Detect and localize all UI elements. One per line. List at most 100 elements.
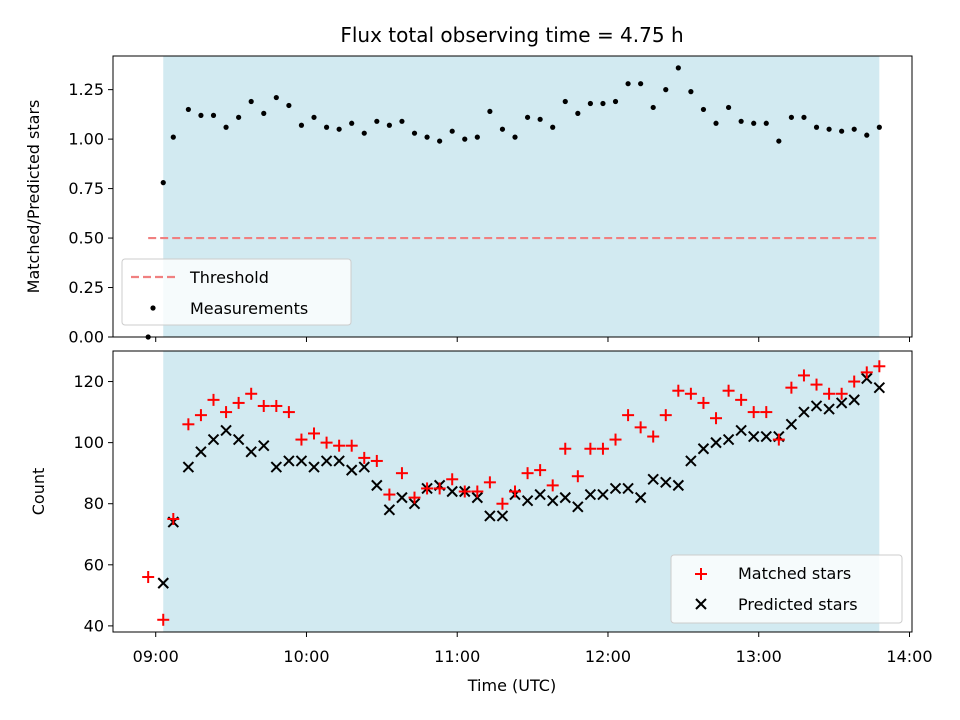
matched-star-point bbox=[182, 418, 195, 431]
measurement-point bbox=[751, 120, 757, 126]
top-y-tick-label: 0.50 bbox=[68, 229, 104, 248]
matched-star-point bbox=[697, 396, 710, 409]
predicted-star-point bbox=[848, 394, 860, 406]
measurement-point bbox=[587, 100, 593, 107]
predicted-star-point bbox=[823, 403, 835, 415]
measurement-point bbox=[625, 81, 631, 87]
matched-star-point bbox=[684, 387, 697, 400]
measurement-point bbox=[361, 130, 367, 136]
bottom-y-tick-label: 100 bbox=[73, 433, 104, 452]
measurement-point bbox=[738, 118, 744, 124]
measurement-point bbox=[524, 114, 531, 120]
matched-star-point bbox=[483, 476, 496, 489]
bottom-panel: 40 60 80 100 120 09:00 10:00 11:00 12:00 13:00 14… bbox=[29, 350, 933, 695]
predicted-star-point bbox=[358, 461, 370, 473]
measurement-point bbox=[236, 114, 242, 120]
predicted-star-point bbox=[320, 455, 333, 467]
predicted-star-point bbox=[748, 430, 760, 443]
bottom-legend-box bbox=[670, 554, 903, 624]
predicted-star-point bbox=[634, 491, 647, 504]
matched-star-point bbox=[785, 381, 798, 394]
matched-star-point bbox=[167, 512, 180, 525]
bottom-y-tick-label: 80 bbox=[84, 494, 104, 513]
matched-star-point bbox=[509, 485, 522, 498]
measurement-point bbox=[713, 120, 719, 126]
top-y-tick-label: 0.75 bbox=[68, 179, 104, 198]
matched-star-point bbox=[534, 464, 547, 477]
predicted-star-point bbox=[383, 504, 396, 516]
predicted-star-point bbox=[873, 381, 886, 394]
measurement-point bbox=[788, 114, 794, 120]
bottom-y-tick-label: 40 bbox=[84, 616, 104, 635]
measurement-point bbox=[499, 126, 506, 132]
top-y-axis: 0.00 0.25 0.50 0.75 1.00 1.25 bbox=[68, 80, 113, 347]
predicted-star-point bbox=[333, 455, 345, 467]
measurement-point bbox=[663, 87, 669, 93]
measurement-point bbox=[675, 65, 681, 71]
measurement-point bbox=[700, 106, 707, 113]
measurement-point bbox=[550, 124, 556, 130]
top-legend-box bbox=[121, 258, 352, 326]
matched-star-point bbox=[672, 384, 685, 397]
bottom-y-axis-label: Count bbox=[29, 468, 48, 516]
matched-star-point bbox=[408, 491, 421, 504]
matched-star-point bbox=[383, 488, 396, 501]
measurement-point bbox=[512, 134, 518, 140]
predicted-star-point bbox=[157, 577, 169, 589]
matched-star-point bbox=[747, 406, 760, 419]
matched-star-point bbox=[873, 360, 886, 373]
legend-measurements-swatch bbox=[150, 305, 156, 311]
measurement-point bbox=[386, 122, 392, 128]
predicted-star-point bbox=[622, 482, 634, 495]
top-plot-frame bbox=[112, 55, 913, 338]
matched-star-point bbox=[220, 406, 233, 419]
measurement-point bbox=[437, 138, 443, 144]
matched-star-point bbox=[433, 482, 446, 495]
predicted-star-point bbox=[484, 510, 496, 522]
matched-star-point bbox=[207, 393, 220, 406]
predicted-star-point bbox=[546, 494, 559, 507]
measurement-point bbox=[776, 138, 782, 144]
bottom-x-tick-label: 11:00 bbox=[434, 647, 480, 666]
matched-star-point bbox=[634, 421, 647, 434]
measurement-point bbox=[537, 116, 543, 122]
matched-star-point bbox=[345, 439, 358, 452]
predicted-star-point bbox=[345, 464, 358, 476]
predicted-star-point bbox=[597, 488, 609, 501]
measurements-layer bbox=[145, 65, 882, 340]
matched-star-point bbox=[584, 442, 597, 455]
matched-star-point bbox=[860, 366, 873, 379]
predicted-star-point bbox=[660, 476, 672, 489]
measurement-point bbox=[273, 94, 279, 101]
matched-star-point bbox=[333, 439, 346, 452]
predicted-star-point bbox=[722, 433, 735, 446]
legend-predicted-swatch bbox=[695, 598, 707, 610]
bottom-x-tick-label: 09:00 bbox=[133, 647, 179, 666]
matched-star-point bbox=[546, 479, 559, 492]
predicted-star-point bbox=[245, 446, 257, 458]
measurement-point bbox=[801, 114, 807, 120]
predicted-star-point bbox=[785, 418, 798, 431]
measurement-point bbox=[474, 134, 480, 140]
measurement-point bbox=[826, 126, 832, 132]
predicted-star-point bbox=[672, 479, 685, 492]
predicted-star-point bbox=[735, 424, 747, 437]
matched-star-point bbox=[446, 473, 459, 486]
legend-matched-swatch bbox=[695, 568, 707, 580]
predicted-star-point bbox=[270, 461, 283, 473]
matched-star-point bbox=[471, 485, 484, 498]
matched-star-point bbox=[320, 436, 333, 449]
predicted-star-point bbox=[798, 406, 810, 418]
measurement-point bbox=[562, 98, 568, 105]
matched-star-point bbox=[710, 412, 723, 425]
measurement-point bbox=[311, 114, 317, 120]
top-y-tick-label: 1.00 bbox=[68, 130, 104, 149]
measurement-point bbox=[725, 104, 732, 111]
top-y-tick-label: 0.00 bbox=[68, 328, 104, 347]
top-legend: Threshold Measurements bbox=[121, 258, 352, 326]
matched-star-point bbox=[358, 451, 371, 464]
measurement-point bbox=[424, 134, 430, 140]
measurement-point bbox=[170, 134, 176, 140]
matched-star-point bbox=[823, 387, 836, 400]
matched-star-point bbox=[797, 369, 810, 382]
